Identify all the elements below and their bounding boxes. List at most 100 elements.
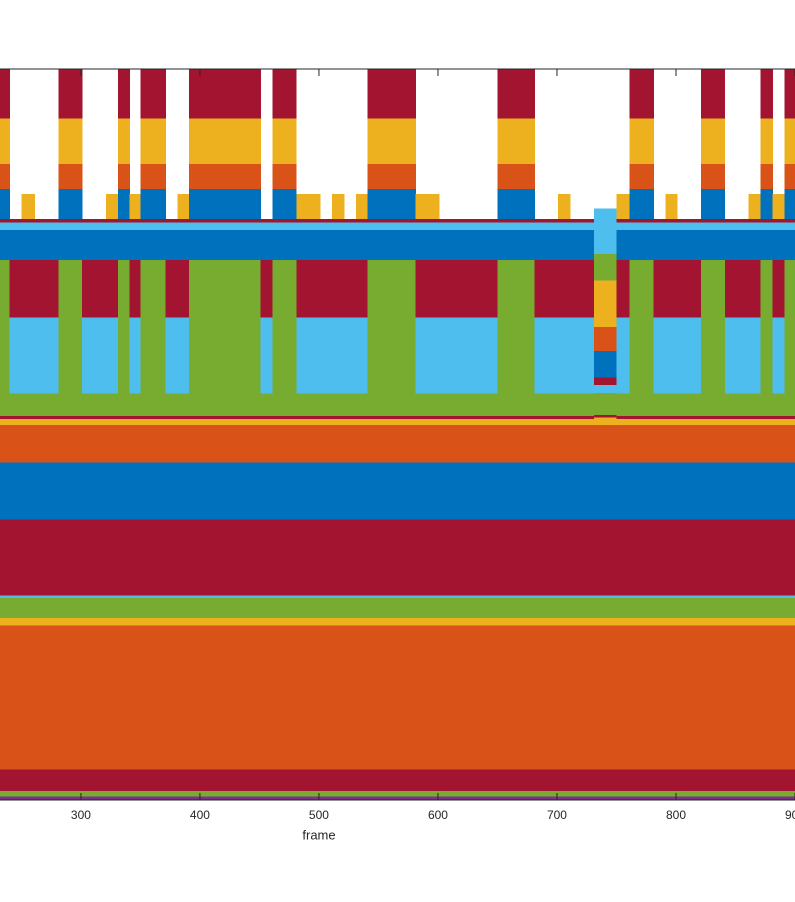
area-segment — [558, 791, 571, 797]
area-segment — [665, 791, 678, 797]
area-segment — [570, 416, 595, 420]
area-segment — [117, 164, 131, 189]
area-segment — [700, 259, 726, 417]
area-segment — [748, 259, 761, 318]
area-segment — [58, 519, 83, 596]
area-segment — [165, 317, 178, 394]
area-segment — [58, 617, 83, 626]
area-segment — [34, 218, 59, 223]
area-segment — [665, 416, 678, 420]
area-segment — [653, 259, 666, 318]
area-segment — [82, 218, 107, 223]
area-segment — [439, 229, 498, 260]
x-tick-label: 700 — [547, 808, 567, 822]
area-segment — [165, 769, 178, 792]
x-tick-label: 500 — [309, 808, 329, 822]
area-segment — [105, 222, 119, 230]
area-segment — [760, 164, 773, 189]
x-tick-label: 800 — [666, 808, 686, 822]
area-segment — [534, 393, 559, 417]
area-segment — [760, 625, 773, 770]
area-segment — [534, 598, 559, 618]
area-segment — [343, 625, 357, 770]
area-segment — [665, 218, 678, 223]
area-segment — [570, 598, 595, 618]
area-segment — [593, 384, 617, 393]
area-segment — [320, 416, 333, 420]
area-segment — [189, 118, 262, 165]
area-segment — [320, 317, 333, 394]
area-segment — [700, 625, 726, 770]
area-segment — [140, 118, 166, 165]
area-segment — [140, 259, 166, 417]
area-segment — [748, 617, 761, 626]
area-segment — [497, 188, 535, 219]
area-segment — [772, 769, 785, 792]
area-segment — [105, 393, 119, 417]
area-segment — [367, 229, 416, 260]
area-segment — [343, 229, 357, 260]
area-segment — [653, 791, 666, 797]
area-segment — [165, 617, 178, 626]
area-segment — [415, 229, 440, 260]
area-segment — [272, 462, 297, 520]
area-segment — [748, 194, 761, 219]
area-segment — [332, 424, 345, 463]
area-segment — [332, 519, 345, 596]
area-segment — [260, 598, 273, 618]
area-segment — [784, 416, 795, 420]
area-segment — [296, 625, 321, 770]
area-segment — [58, 218, 83, 223]
area-segment — [558, 194, 571, 219]
area-segment — [593, 377, 617, 385]
area-segment — [260, 419, 273, 425]
area-segment — [296, 595, 321, 599]
area-segment — [129, 625, 141, 770]
area-segment — [9, 259, 22, 318]
area-segment — [129, 462, 141, 520]
area-segment — [272, 218, 297, 223]
area-segment — [320, 598, 333, 618]
x-axis-label: frame — [302, 827, 335, 842]
area-segment — [629, 416, 654, 420]
area-segment — [415, 424, 440, 463]
area-segment — [272, 259, 297, 417]
area-segment — [415, 598, 440, 618]
area-segment — [534, 769, 559, 792]
area-segment — [117, 519, 131, 596]
area-segment — [748, 769, 761, 792]
area-segment — [343, 519, 357, 596]
area-segment — [367, 218, 416, 223]
area-segment — [58, 595, 83, 599]
area-segment — [117, 595, 131, 599]
area-segment — [343, 416, 357, 420]
area-segment — [355, 222, 369, 230]
area-segment — [558, 222, 571, 230]
area-segment — [593, 392, 617, 415]
area-segment — [165, 519, 178, 596]
area-segment — [558, 625, 571, 770]
area-segment — [700, 188, 726, 219]
area-segment — [332, 625, 345, 770]
area-segment — [140, 164, 166, 189]
area-segment — [260, 595, 273, 599]
area-segment — [570, 796, 595, 800]
area-segment — [439, 598, 498, 618]
area-segment — [700, 617, 726, 626]
area-segment — [332, 595, 345, 599]
area-segment — [593, 424, 617, 463]
area-segment — [760, 188, 773, 219]
area-segment — [129, 595, 141, 599]
area-segment — [34, 424, 59, 463]
area-segment — [177, 317, 190, 394]
area-segment — [558, 796, 571, 800]
area-segment — [9, 598, 22, 618]
area-segment — [784, 229, 795, 260]
area-segment — [760, 769, 773, 792]
area-segment — [177, 393, 190, 417]
area-segment — [772, 259, 785, 318]
area-segment — [665, 595, 678, 599]
area-segment — [497, 617, 535, 626]
area-segment — [700, 791, 726, 797]
area-segment — [105, 259, 119, 318]
